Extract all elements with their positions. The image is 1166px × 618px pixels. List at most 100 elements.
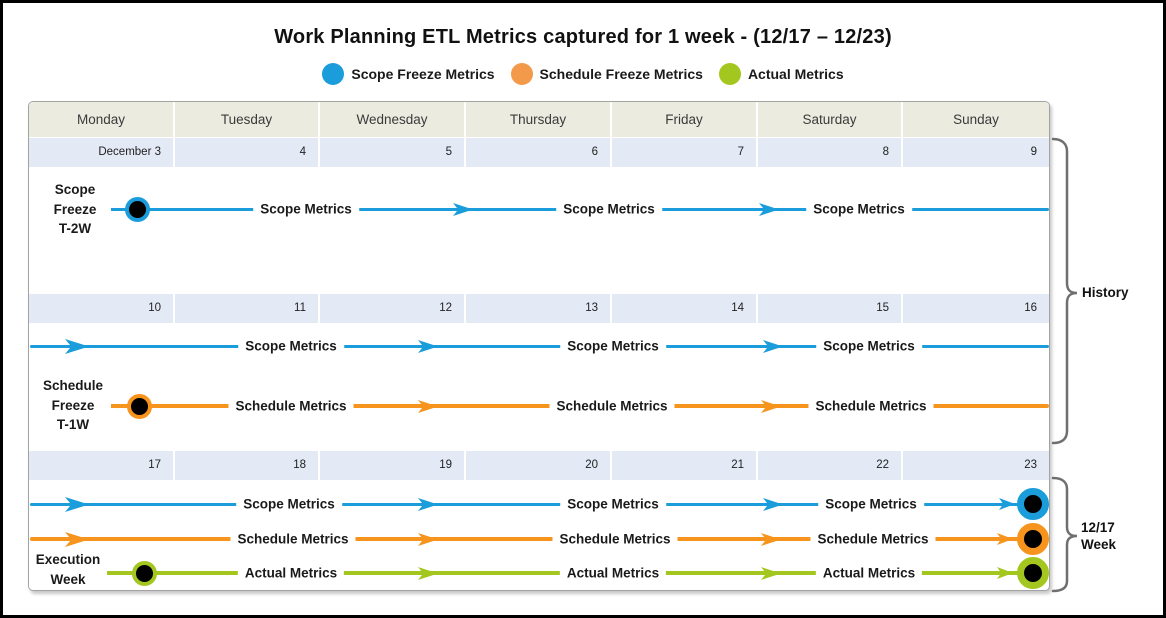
metric-text: Schedule Metrics xyxy=(552,531,678,547)
arrowhead-icon xyxy=(65,496,89,512)
schedule-freeze-label: Schedule Freeze T-1W xyxy=(35,376,111,435)
arrowhead-icon xyxy=(997,533,1013,545)
calendar-board: Monday Tuesday Wednesday Thursday Friday… xyxy=(28,101,1050,591)
arrowhead-icon xyxy=(763,497,783,511)
arrowhead-icon xyxy=(999,498,1015,510)
metric-text: Scope Metrics xyxy=(236,496,342,512)
metric-text: Schedule Metrics xyxy=(230,531,356,547)
date-cell: 7 xyxy=(612,138,758,167)
legend-label: Schedule Freeze Metrics xyxy=(539,66,703,82)
date-cell: 17 xyxy=(29,451,175,480)
arrowhead-icon xyxy=(453,202,473,216)
day-header-sunday: Sunday xyxy=(903,102,1049,137)
timeline-w3-schedule xyxy=(30,537,1049,541)
current-week-line2: Week xyxy=(1081,537,1117,552)
label-line: Scope xyxy=(54,182,96,197)
day-header-friday: Friday xyxy=(612,102,758,137)
legend-label: Actual Metrics xyxy=(747,66,844,82)
date-cell: 5 xyxy=(320,138,466,167)
date-cell: 6 xyxy=(466,138,612,167)
date-cell: 23 xyxy=(903,451,1049,480)
arrowhead-icon xyxy=(761,532,781,546)
scope-freeze-dot-icon xyxy=(322,63,345,85)
legend-label: Scope Freeze Metrics xyxy=(351,66,495,82)
legend-item-schedule-freeze: Schedule Freeze Metrics xyxy=(510,63,703,85)
page-title: Work Planning ETL Metrics captured for 1… xyxy=(274,26,892,48)
timeline-w2-scope xyxy=(30,344,1049,348)
label-line: Execution xyxy=(35,552,101,567)
date-cell: 11 xyxy=(175,294,320,323)
arrowhead-icon xyxy=(759,202,779,216)
label-line: T-2W xyxy=(58,221,92,236)
metric-text: Scope Metrics xyxy=(253,201,359,217)
label-line: Freeze xyxy=(51,397,95,413)
label-line: Week xyxy=(50,571,86,587)
history-label: History xyxy=(1082,285,1129,300)
date-cell: 9 xyxy=(903,138,1049,167)
metric-text: Scope Metrics xyxy=(556,201,662,217)
date-cell: 21 xyxy=(612,451,758,480)
date-cell: 19 xyxy=(320,451,466,480)
date-cell: 4 xyxy=(175,138,320,167)
day-header-saturday: Saturday xyxy=(758,102,903,137)
label-line: T-1W xyxy=(56,417,90,432)
arrowhead-icon xyxy=(418,532,438,546)
arrowhead-icon xyxy=(418,399,438,413)
actual-dot-icon xyxy=(718,63,741,85)
date-cell: 18 xyxy=(175,451,320,480)
metric-text: Scope Metrics xyxy=(818,496,924,512)
arrowhead-icon xyxy=(418,339,438,353)
day-header-wednesday: Wednesday xyxy=(320,102,466,137)
scope-freeze-label: Scope Freeze T-2W xyxy=(39,180,111,239)
date-cell: 22 xyxy=(758,451,903,480)
day-header-tuesday: Tuesday xyxy=(175,102,320,137)
legend-item-actual: Actual Metrics xyxy=(718,63,844,85)
arrowhead-icon xyxy=(761,399,781,413)
label-line: Schedule xyxy=(42,378,104,393)
milestone-dot-scope-freeze xyxy=(124,196,150,222)
arrowhead-icon xyxy=(763,339,783,353)
date-cell: 13 xyxy=(466,294,612,323)
current-week-label: 12/17 Week xyxy=(1081,519,1116,553)
arrowhead-icon xyxy=(65,338,89,354)
legend: Scope Freeze Metrics Schedule Freeze Met… xyxy=(3,63,1163,85)
current-week-line1: 12/17 xyxy=(1081,520,1115,535)
brace-graphics xyxy=(1051,137,1078,593)
metric-text: Actual Metrics xyxy=(559,565,667,581)
date-cell: 10 xyxy=(29,294,175,323)
current-week-brace xyxy=(1051,476,1078,593)
metric-text: Schedule Metrics xyxy=(228,398,354,414)
schedule-freeze-dot-icon xyxy=(510,63,533,85)
metric-text: Schedule Metrics xyxy=(808,398,934,414)
metric-text: Scope Metrics xyxy=(560,496,666,512)
arrowhead-icon xyxy=(761,566,781,580)
endpoint-dot-schedule xyxy=(1017,523,1049,555)
endpoint-dot-actual xyxy=(1017,557,1049,589)
arrowhead-icon xyxy=(65,531,89,547)
date-cell: December 3 xyxy=(29,138,175,167)
date-cell: 8 xyxy=(758,138,903,167)
day-header-monday: Monday xyxy=(29,102,175,137)
milestone-dot-schedule-freeze xyxy=(126,393,152,419)
date-cell: 14 xyxy=(612,294,758,323)
date-cell: 16 xyxy=(903,294,1049,323)
history-brace xyxy=(1051,137,1078,445)
arrowhead-icon xyxy=(418,566,438,580)
metric-text: Scope Metrics xyxy=(806,201,912,217)
metric-text: Actual Metrics xyxy=(815,565,923,581)
metric-text: Scope Metrics xyxy=(560,338,666,354)
metric-text: Schedule Metrics xyxy=(810,531,936,547)
arrowhead-icon xyxy=(997,567,1013,579)
metric-text: Scope Metrics xyxy=(238,338,344,354)
endpoint-dot-scope xyxy=(1017,488,1049,520)
date-cell: 20 xyxy=(466,451,612,480)
execution-week-label: Execution Week xyxy=(29,550,107,589)
metric-text: Schedule Metrics xyxy=(549,398,675,414)
label-line: Freeze xyxy=(53,201,97,217)
metric-text: Actual Metrics xyxy=(237,565,345,581)
date-cell: 15 xyxy=(758,294,903,323)
date-cell: 12 xyxy=(320,294,466,323)
arrowhead-icon xyxy=(418,497,438,511)
milestone-dot-execution xyxy=(131,560,157,586)
